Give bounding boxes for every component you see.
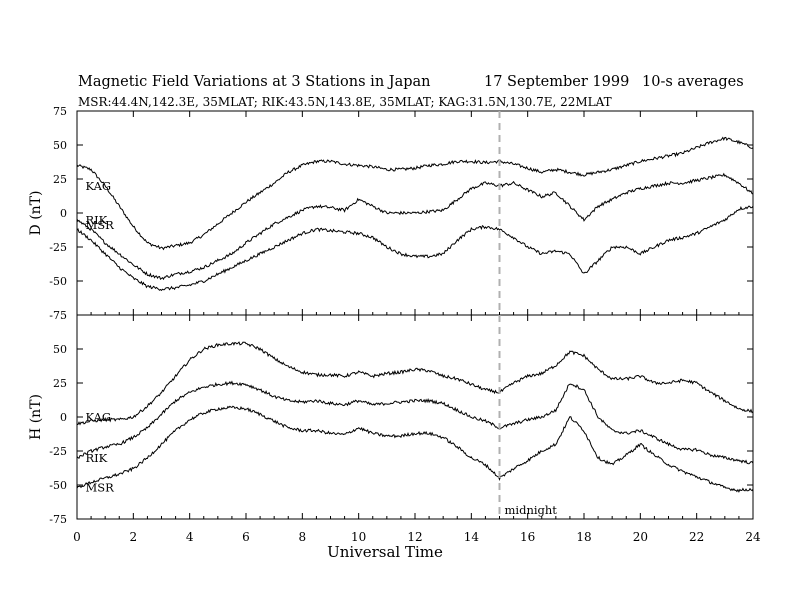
y-tick-label: 50 <box>53 343 67 356</box>
station-label-rik: RIK <box>85 213 107 227</box>
panel-frame-1 <box>76 314 754 520</box>
y-axis-label: D (nT) <box>28 191 44 236</box>
y-tick-label: 25 <box>53 377 67 390</box>
y-tick-label: -25 <box>49 241 67 254</box>
y-tick-label: 0 <box>60 411 67 424</box>
x-tick-label: 12 <box>407 530 422 544</box>
y-tick-label: 0 <box>60 207 67 220</box>
station-label-kag: KAG <box>85 179 111 193</box>
y-tick-label: -50 <box>49 275 67 288</box>
x-tick-label: 18 <box>576 530 591 544</box>
x-tick-label: 4 <box>186 530 194 544</box>
station-label-msr: MSR <box>85 481 114 495</box>
x-tick-label: 20 <box>633 530 648 544</box>
y-tick-label: 75 <box>53 105 67 118</box>
chart-title: Magnetic Field Variations at 3 Stations … <box>78 74 431 90</box>
midnight-label: midnight <box>505 503 558 517</box>
station-label-kag: KAG <box>85 410 111 424</box>
series-line-msr <box>76 205 754 292</box>
y-tick-label: -75 <box>49 309 67 322</box>
averaging-note: 10-s averages <box>642 74 744 90</box>
x-axis-label: Universal Time <box>327 543 443 561</box>
x-tick-label: 22 <box>689 530 704 544</box>
x-tick-label: 0 <box>73 530 81 544</box>
y-axis-label: H (nT) <box>28 394 44 440</box>
y-tick-label: 25 <box>53 173 67 186</box>
panel-frame-0 <box>76 110 754 316</box>
series-line-msr <box>76 405 754 493</box>
x-tick-label: 16 <box>520 530 535 544</box>
y-tick-label: 50 <box>53 139 67 152</box>
series-line-kag <box>76 136 754 251</box>
y-tick-label: -75 <box>49 513 67 526</box>
x-tick-label: 6 <box>242 530 250 544</box>
y-tick-label: -50 <box>49 479 67 492</box>
x-tick-label: 14 <box>464 530 480 544</box>
x-tick-label: 24 <box>745 530 761 544</box>
series-line-rik <box>76 380 754 465</box>
station-label-rik: RIK <box>85 451 107 465</box>
x-tick-label: 10 <box>351 530 366 544</box>
station-coordinates: MSR:44.4N,142.3E, 35MLAT; RIK:43.5N,143.… <box>78 95 612 109</box>
x-tick-label: 2 <box>130 530 138 544</box>
series-line-kag <box>76 341 754 426</box>
station-label-msr: MSR <box>85 218 114 232</box>
y-tick-label: -25 <box>49 445 67 458</box>
series-line-rik <box>76 172 754 281</box>
chart-date: 17 September 1999 <box>484 74 630 90</box>
x-tick-label: 8 <box>299 530 307 544</box>
